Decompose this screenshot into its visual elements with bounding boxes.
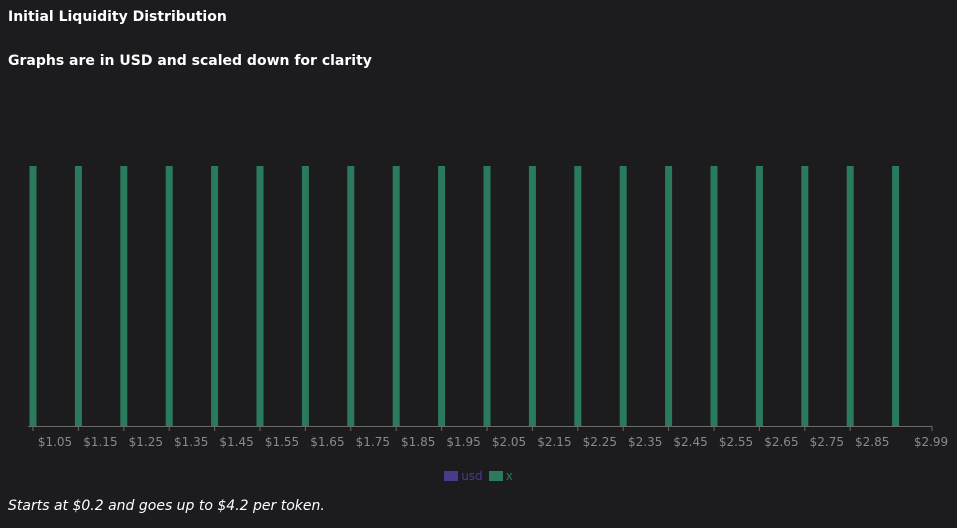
- bar-x-7[interactable]: [347, 166, 355, 426]
- x-tick-label-19: $2.99: [914, 435, 948, 449]
- x-tick-label-18: $2.85: [855, 435, 889, 449]
- bar-x-15[interactable]: [710, 166, 718, 426]
- x-axis-ticks: $1.05 $1.15 $1.25 $1.35 $1.45 $1.55 $1.65 $1.75…: [32, 426, 948, 449]
- bar-x-4[interactable]: [211, 166, 219, 426]
- bar-x-10[interactable]: [483, 166, 491, 426]
- bars-group: [29, 166, 900, 426]
- bar-x-17[interactable]: [801, 166, 809, 426]
- legend-label-usd: usd: [461, 469, 483, 483]
- chart-title: Initial Liquidity Distribution: [8, 9, 227, 25]
- x-tick-label-14: $2.45: [673, 435, 707, 449]
- x-tick-label-10: $2.05: [492, 435, 526, 449]
- bar-x-13[interactable]: [619, 166, 627, 426]
- x-tick-label-5: $1.55: [265, 435, 299, 449]
- x-tick-label-17: $2.75: [810, 435, 844, 449]
- bar-x-19[interactable]: [892, 166, 900, 426]
- legend-item-x[interactable]: x: [488, 469, 513, 483]
- x-tick-label-2: $1.25: [129, 435, 163, 449]
- bar-x-1[interactable]: [74, 166, 82, 426]
- x-tick-label-16: $2.65: [764, 435, 798, 449]
- bar-x-3[interactable]: [165, 166, 173, 426]
- x-tick-label-1: $1.15: [83, 435, 117, 449]
- bar-x-2[interactable]: [120, 166, 128, 426]
- bar-x-18[interactable]: [846, 166, 854, 426]
- chart-subtitle: Graphs are in USD and scaled down for cl…: [8, 53, 372, 69]
- x-tick-label-7: $1.75: [356, 435, 390, 449]
- legend-item-usd[interactable]: usd: [444, 469, 483, 483]
- x-tick-label-15: $2.55: [719, 435, 753, 449]
- x-tick-label-6: $1.65: [310, 435, 344, 449]
- bar-x-0[interactable]: [29, 166, 37, 426]
- bar-x-8[interactable]: [392, 166, 400, 426]
- bar-x-14[interactable]: [665, 166, 673, 426]
- bar-x-9[interactable]: [438, 166, 446, 426]
- bar-x-12[interactable]: [574, 166, 582, 426]
- x-tick-label-4: $1.45: [219, 435, 253, 449]
- legend-swatch-usd: [444, 471, 459, 481]
- x-tick-label-11: $2.15: [537, 435, 571, 449]
- x-tick-label-8: $1.85: [401, 435, 435, 449]
- bar-x-11[interactable]: [528, 166, 536, 426]
- x-tick-label-9: $1.95: [446, 435, 480, 449]
- chart-legend: usd x: [0, 469, 957, 483]
- x-tick-label-13: $2.35: [628, 435, 662, 449]
- x-tick-label-0: $1.05: [38, 435, 72, 449]
- bar-x-6[interactable]: [301, 166, 309, 426]
- liquidity-bar-chart: $1.05 $1.15 $1.25 $1.35 $1.45 $1.55 $1.65 $1.75…: [28, 166, 948, 449]
- legend-swatch-x: [488, 471, 503, 481]
- bar-x-5[interactable]: [256, 166, 264, 426]
- x-tick-label-12: $2.25: [583, 435, 617, 449]
- footnote: Starts at $0.2 and goes up to $4.2 per t…: [8, 498, 325, 514]
- legend-label-x: x: [505, 469, 513, 483]
- bar-x-16[interactable]: [755, 166, 763, 426]
- x-tick-label-3: $1.35: [174, 435, 208, 449]
